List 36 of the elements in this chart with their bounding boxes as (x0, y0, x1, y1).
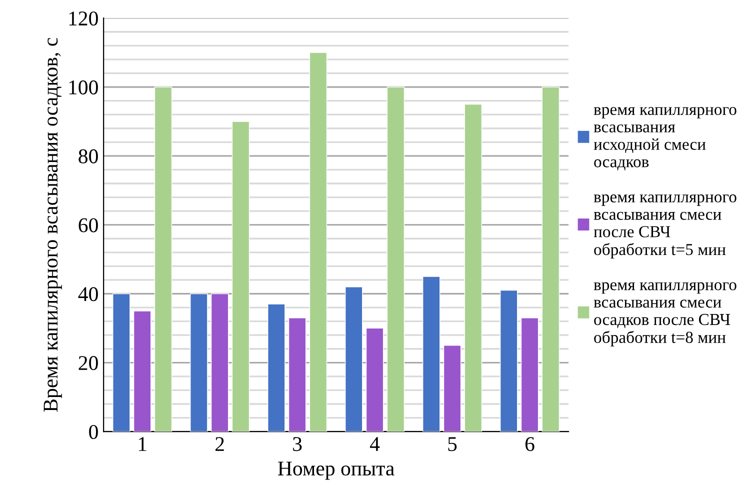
y-tick-label: 20 (78, 356, 98, 370)
y-tick-label: 80 (78, 149, 98, 164)
bar (268, 304, 286, 432)
bar (190, 293, 208, 432)
bar (542, 86, 560, 432)
x-tick-label: 4 (370, 437, 380, 451)
y-tick-label: 100 (69, 80, 98, 94)
bar (464, 104, 482, 432)
bar (112, 293, 130, 432)
bar (520, 318, 539, 432)
x-tick-label: 5 (448, 437, 457, 452)
bar (366, 328, 384, 432)
y-tick-label: 0 (89, 424, 98, 440)
y-tick-label: 120 (69, 11, 98, 26)
legend-label: время капиллярного всасывания смеси осадков после СВЧ обработки t=8 мин (594, 282, 736, 346)
bar (210, 293, 229, 432)
bar (154, 86, 172, 432)
bar (422, 276, 440, 432)
x-tick-label: 2 (216, 437, 224, 451)
legend-label: время капиллярного всасывания смеси после СВЧ обработки t=5 мин (594, 194, 736, 259)
y-axis-title: Время капилярного всасывания осадков, с (44, 38, 62, 412)
bar (309, 52, 328, 432)
bar (443, 345, 462, 432)
bar (133, 310, 152, 432)
x-tick-label: 1 (138, 437, 146, 451)
legend-label: время капиллярного всасывания исходной смеси осадков (594, 107, 736, 170)
y-tick-label: 60 (78, 218, 98, 232)
y-tick-label: 40 (78, 287, 98, 302)
x-tick-label: 3 (293, 437, 302, 452)
bar (344, 286, 363, 432)
bar (288, 318, 306, 432)
bar (232, 121, 250, 432)
x-axis-title: Номер опыта (278, 462, 394, 480)
bar (386, 86, 405, 432)
bar (500, 290, 518, 432)
x-tick-label: 6 (525, 437, 534, 452)
